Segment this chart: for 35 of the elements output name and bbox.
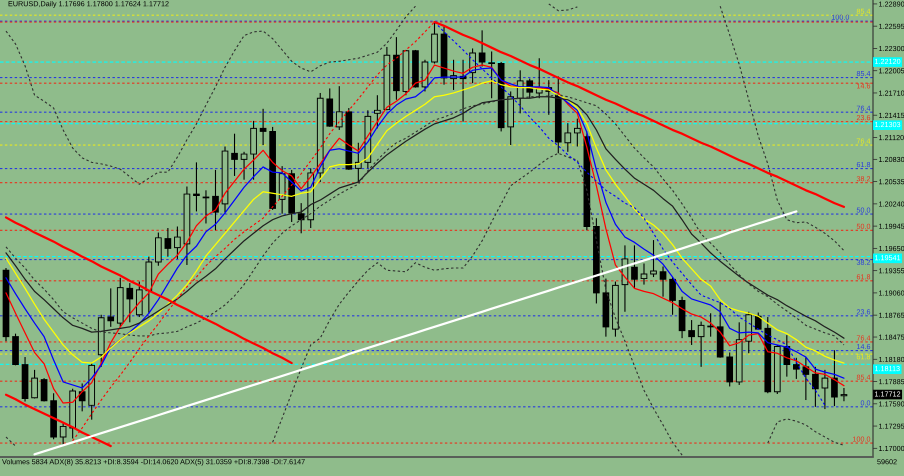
candlestick [564, 122, 572, 152]
candlestick [660, 266, 666, 298]
candlestick [231, 133, 238, 177]
candlestick [336, 86, 343, 130]
candlestick [126, 282, 134, 323]
candlestick [202, 190, 210, 224]
candlestick [212, 169, 219, 231]
candlestick [78, 382, 86, 412]
candlestick [478, 30, 486, 68]
candlestick [574, 118, 581, 148]
candlestick [650, 240, 657, 278]
candlestick [374, 94, 381, 129]
candlestick [640, 262, 648, 286]
candlestick [107, 288, 114, 328]
candlestick [707, 312, 714, 338]
candlestick [793, 357, 800, 380]
candlestick [164, 227, 172, 258]
candlestick [812, 366, 819, 408]
candlestick [669, 276, 676, 316]
candlestick [240, 151, 248, 180]
candlestick [298, 202, 305, 234]
candlestick [60, 421, 66, 446]
candlestick [174, 226, 181, 260]
candlestick [40, 378, 48, 402]
candlestick [840, 387, 848, 402]
candlestick [698, 321, 704, 368]
candlestick [193, 162, 200, 212]
line-series [33, 210, 798, 456]
candlestick [822, 369, 828, 410]
candlestick [831, 350, 838, 407]
candlestick [31, 369, 38, 400]
candlestick [260, 108, 266, 146]
candlestick [631, 244, 638, 289]
candlestick [688, 320, 695, 346]
candlestick [488, 50, 495, 99]
